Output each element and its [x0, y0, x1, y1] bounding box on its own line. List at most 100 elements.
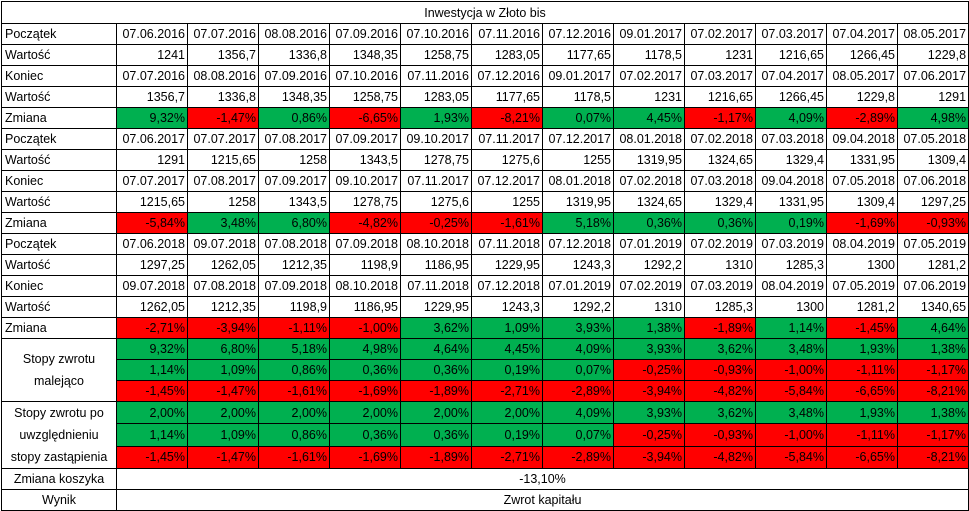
change-cell: -1,17% [684, 107, 756, 129]
start-value-cell: 1310 [684, 254, 756, 276]
sorted-return-cell: 6,80% [187, 338, 259, 360]
change-cell: 4,09% [755, 107, 827, 129]
sorted-return-cell: 0,36% [329, 359, 401, 381]
end-value-cell: 1231 [613, 86, 685, 108]
end-value-cell: 1281,2 [826, 296, 898, 318]
start-date-cell: 07.01.2019 [613, 233, 685, 255]
start-value-cell: 1243,3 [542, 254, 614, 276]
replacement-return-cell: 2,00% [400, 400, 472, 425]
start-value-row: Wartość 1291 1215,65 1258 1343,5 1278,75 1275,… [1, 149, 969, 171]
row-label-change: Zmiana [1, 212, 117, 234]
start-date-cell: 09.01.2017 [613, 23, 685, 45]
end-value-cell: 1324,65 [613, 191, 685, 213]
replacement-return-cell: -3,94% [613, 445, 685, 470]
sorted-return-cell: -1,00% [755, 359, 827, 381]
end-value-cell: 1329,4 [684, 191, 756, 213]
row-label-value: Wartość [1, 296, 117, 318]
end-value-cell: 1291 [896, 86, 969, 108]
end-value-cell: 1356,7 [116, 86, 188, 108]
start-value-cell: 1241 [116, 44, 188, 66]
replacement-returns-row: 1,14% 1,09% 0,86% 0,36% 0,36% 0,19% 0,07% -0,25… [2, 423, 969, 447]
start-value-cell: 1262,05 [187, 254, 259, 276]
start-value-cell: 1285,3 [755, 254, 827, 276]
start-date-cell: 07.09.2017 [329, 128, 401, 150]
result-label: Wynik [1, 489, 117, 511]
result-row: Wynik Zwrot kapitału [1, 489, 969, 511]
sorted-returns-row: 1,14% 1,09% 0,86% 0,36% 0,36% 0,19% 0,07% -0,25… [2, 359, 969, 381]
end-date-cell: 07.02.2018 [613, 170, 685, 192]
end-value-cell: 1258,75 [329, 86, 401, 108]
replacement-return-cell: -1,61% [258, 445, 330, 470]
end-value-cell: 1310 [613, 296, 685, 318]
start-value-cell: 1300 [826, 254, 898, 276]
end-value-cell: 1229,95 [400, 296, 472, 318]
basket-change-row: Zmiana koszyka -13,10% [1, 468, 969, 490]
change-cell: 1,38% [613, 317, 685, 339]
sorted-return-cell: 4,45% [471, 338, 543, 360]
end-date-cell: 07.02.2019 [613, 275, 685, 297]
end-date-cell: 07.06.2019 [896, 275, 969, 297]
replacement-return-cell: -1,89% [400, 445, 472, 470]
sorted-return-cell: 4,98% [329, 338, 401, 360]
end-value-cell: 1331,95 [755, 191, 827, 213]
sorted-returns-label: Stopy zwrotu malejąco [1, 338, 117, 402]
start-value-cell: 1255 [542, 149, 614, 171]
change-cell: -1,11% [258, 317, 330, 339]
change-row: Zmiana -2,71% -3,94% -1,11% -1,00% 3,62% 1,09%… [1, 317, 969, 339]
row-label-start: Początek [1, 23, 117, 45]
change-cell: 3,48% [187, 212, 259, 234]
sorted-return-cell: -1,47% [187, 380, 259, 402]
end-value-cell: 1283,05 [400, 86, 472, 108]
row-label-end: Koniec [1, 170, 117, 192]
sorted-return-cell: -0,25% [613, 359, 685, 381]
replacement-return-cell: -1,47% [187, 445, 259, 470]
end-value-cell: 1300 [755, 296, 827, 318]
end-date-cell: 07.12.2018 [471, 275, 543, 297]
end-value-row: Wartość 1215,65 1258 1343,5 1278,75 1275,6 125… [1, 191, 969, 213]
title-row: Inwestycja w Złoto bis [0, 1, 969, 24]
change-cell: -0,25% [400, 212, 472, 234]
row-label-start: Początek [1, 233, 117, 255]
start-value-cell: 1212,35 [258, 254, 330, 276]
replacement-return-cell: 0,36% [329, 423, 401, 447]
sorted-returns-row: Stopy zwrotu malejąco 9,32% 6,80% 5,18% 4,98… [1, 338, 969, 402]
start-value-cell: 1278,75 [400, 149, 472, 171]
sorted-return-cell: 4,64% [400, 338, 472, 360]
end-date-cell: 07.02.2017 [613, 65, 685, 87]
start-date-cell: 07.07.2017 [187, 128, 259, 150]
end-value-cell: 1212,35 [187, 296, 259, 318]
start-value-cell: 1229,95 [471, 254, 543, 276]
start-date-cell: 09.04.2018 [826, 128, 898, 150]
change-cell: 4,98% [896, 107, 969, 129]
start-value-cell: 1319,95 [613, 149, 685, 171]
end-date-cell: 07.05.2018 [826, 170, 898, 192]
end-value-cell: 1258 [187, 191, 259, 213]
change-cell: 0,36% [613, 212, 685, 234]
row-label-start: Początek [1, 128, 117, 150]
start-value-cell: 1309,4 [896, 149, 969, 171]
start-date-cell: 07.03.2018 [755, 128, 827, 150]
change-cell: 4,45% [613, 107, 685, 129]
change-cell: 0,36% [684, 212, 756, 234]
replacement-return-cell: 1,38% [896, 400, 969, 425]
change-cell: 1,09% [471, 317, 543, 339]
change-row: Zmiana 9,32% -1,47% 0,86% -6,65% 1,93% -8,21% 0… [1, 107, 969, 129]
replacement-return-cell: -1,45% [116, 445, 188, 470]
start-date-cell: 07.06.2018 [116, 233, 188, 255]
table-title: Inwestycja w Złoto bis [0, 1, 969, 24]
start-date-cell: 07.05.2019 [896, 233, 969, 255]
start-date-cell: 07.08.2018 [258, 233, 330, 255]
start-date-cell: 07.12.2018 [542, 233, 614, 255]
replacement-return-cell: -6,65% [826, 445, 898, 470]
start-date-cell: 08.08.2016 [258, 23, 330, 45]
start-date-cell: 07.12.2017 [542, 128, 614, 150]
end-date-cell: 07.09.2017 [258, 170, 330, 192]
end-value-cell: 1343,5 [258, 191, 330, 213]
change-cell: -2,71% [116, 317, 188, 339]
sorted-return-cell: 3,48% [755, 338, 827, 360]
end-date-cell: 07.08.2018 [187, 275, 259, 297]
end-value-cell: 1278,75 [329, 191, 401, 213]
start-date-cell: 07.11.2016 [471, 23, 543, 45]
change-cell: -3,94% [187, 317, 259, 339]
start-date-cell: 07.09.2016 [329, 23, 401, 45]
